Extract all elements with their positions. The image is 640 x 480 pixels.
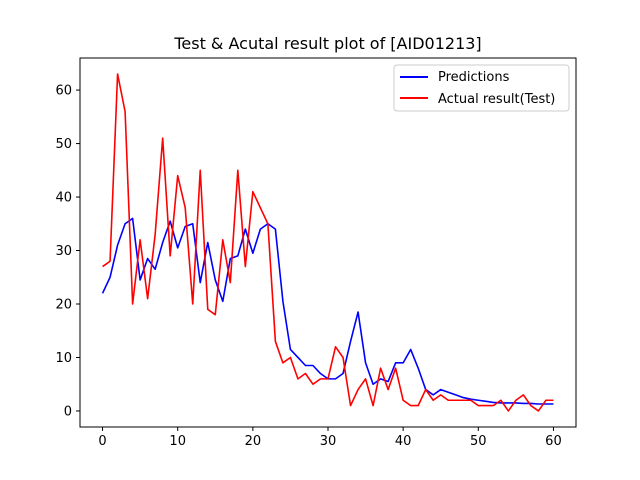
y-tick-label: 0 [64,404,72,419]
legend-label-predictions: Predictions [438,70,510,85]
y-tick-label: 40 [55,191,72,206]
x-tick-label: 20 [245,434,262,449]
y-tick-label: 50 [55,137,72,152]
y-tick-label: 20 [55,298,72,313]
x-tick-label: 50 [470,434,487,449]
x-tick-label: 60 [545,434,562,449]
y-tick-label: 60 [55,84,72,99]
y-tick-label: 30 [55,244,72,259]
series-line-actual [102,73,554,412]
x-tick-label: 10 [169,434,186,449]
x-tick-label: 0 [98,434,106,449]
legend-box [393,64,570,112]
series-layer [101,73,554,412]
chart-title: Test & Acutal result plot of [AID01213] [173,34,481,53]
legend: Predictions Actual result(Test) [393,64,570,112]
x-tick-label: 40 [395,434,412,449]
y-axis: 0 10 20 30 40 50 60 [55,84,80,419]
y-tick-label: 10 [55,351,72,366]
legend-label-actual: Actual result(Test) [438,92,555,107]
x-axis: 0 10 20 30 40 50 60 [98,427,562,449]
x-tick-label: 30 [320,434,337,449]
